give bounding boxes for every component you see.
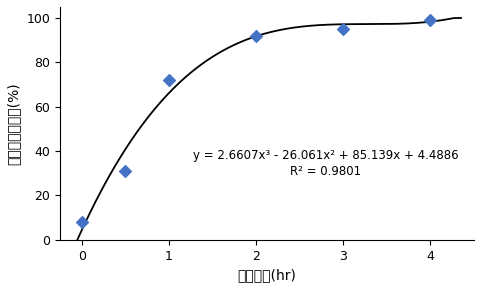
Point: [339, 27, 347, 32]
X-axis label: 처리시간(hr): 처리시간(hr): [237, 268, 296, 282]
Point: [78, 220, 85, 224]
Text: R² = 0.9801: R² = 0.9801: [290, 164, 360, 177]
Y-axis label: 포자발아억제율(%): 포자발아억제율(%): [7, 82, 21, 165]
Point: [426, 18, 433, 23]
Point: [165, 78, 172, 82]
Point: [121, 169, 129, 173]
Text: y = 2.6607x³ - 26.061x² + 85.139x + 4.4886: y = 2.6607x³ - 26.061x² + 85.139x + 4.48…: [192, 149, 458, 162]
Point: [252, 34, 260, 38]
